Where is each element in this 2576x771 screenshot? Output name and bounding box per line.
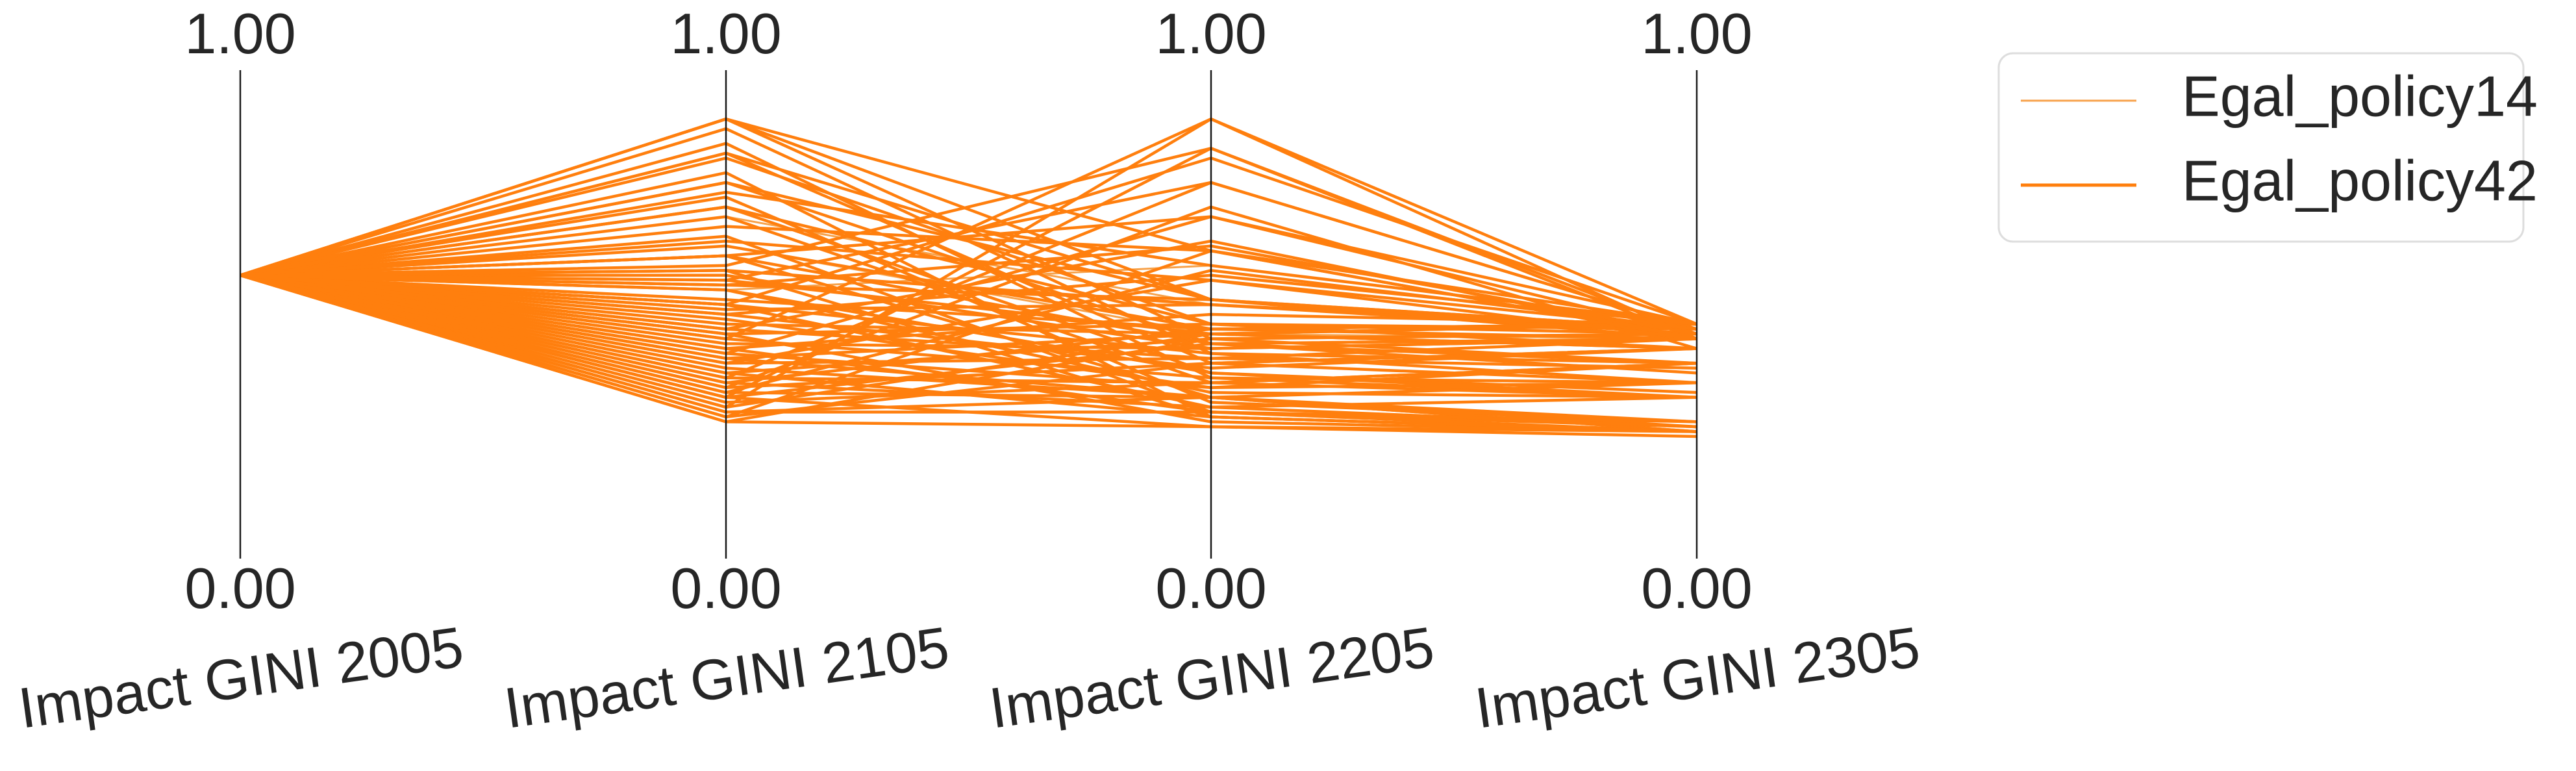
data-line [240, 244, 1697, 336]
axis-max-label: 1.00 [670, 1, 781, 66]
data-line [240, 205, 1697, 394]
data-line [240, 117, 1697, 340]
data-line [240, 273, 1697, 433]
data-line [240, 215, 1697, 326]
data-line [240, 273, 1697, 399]
data-line [240, 205, 1697, 390]
data-line [240, 249, 1697, 419]
data-line [240, 147, 1697, 340]
axis-max-label: 1.00 [1155, 1, 1266, 66]
axis-min-label: 0.00 [184, 556, 295, 620]
data-line [240, 273, 1697, 326]
axis-title: Impact GINI 2205 [986, 614, 1438, 740]
data-line [240, 181, 1697, 380]
data-line [240, 147, 1697, 399]
data-line [240, 196, 1697, 423]
data-line [240, 273, 1697, 365]
data-line [240, 215, 1697, 355]
legend-label: Egal_policy42 [2182, 148, 2538, 212]
axes-layer [239, 70, 1698, 559]
series-Egal_policy42 [240, 117, 1697, 438]
data-line [240, 117, 1697, 409]
data-line [240, 239, 1697, 331]
data-line [240, 234, 1697, 433]
axis-title: Impact GINI 2005 [15, 614, 468, 740]
axis-min-label: 0.00 [670, 556, 781, 620]
data-line [240, 225, 1697, 340]
polyline-layer [240, 117, 1697, 438]
axis-min-label: 0.00 [1155, 556, 1266, 620]
legend-label: Egal_policy14 [2182, 64, 2538, 128]
axis-title: Impact GINI 2305 [1471, 614, 1924, 740]
axis-max-label: 1.00 [1641, 1, 1752, 66]
axis-max-label: 1.00 [184, 1, 295, 66]
data-line [240, 273, 1697, 404]
axis-title: Impact GINI 2105 [501, 614, 953, 740]
legend: Egal_policy14 Egal_policy42 [1997, 52, 2538, 243]
data-line [240, 127, 1697, 365]
data-line [240, 273, 1697, 390]
axis-min-label: 0.00 [1641, 556, 1752, 620]
